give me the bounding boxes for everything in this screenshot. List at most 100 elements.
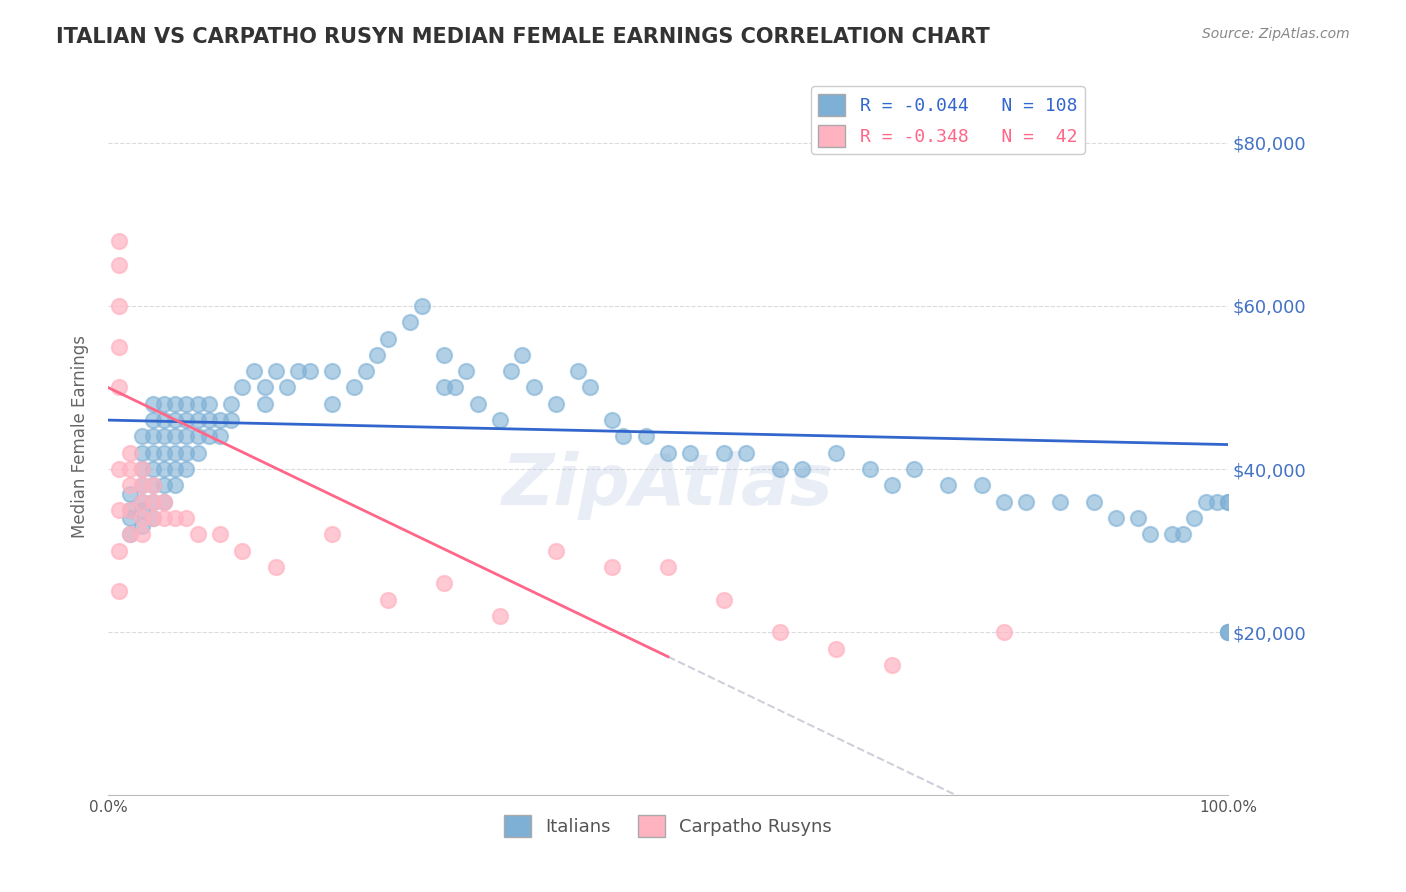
Point	[120, 527, 142, 541]
Point	[142, 494, 165, 508]
Point	[142, 429, 165, 443]
Point	[131, 446, 153, 460]
Point	[176, 429, 198, 443]
Text: ZipAtlas: ZipAtlas	[502, 450, 834, 520]
Point	[544, 397, 567, 411]
Point	[165, 462, 187, 476]
Point	[187, 429, 209, 443]
Point	[131, 429, 153, 443]
Point	[287, 364, 309, 378]
Point	[366, 348, 388, 362]
Point	[903, 462, 925, 476]
Point	[612, 429, 634, 443]
Point	[276, 380, 298, 394]
Point	[198, 413, 221, 427]
Point	[713, 446, 735, 460]
Point	[108, 258, 131, 272]
Point	[600, 560, 623, 574]
Point	[176, 511, 198, 525]
Point	[993, 625, 1015, 640]
Point	[825, 641, 848, 656]
Point	[120, 446, 142, 460]
Y-axis label: Median Female Earnings: Median Female Earnings	[72, 334, 89, 538]
Point	[1161, 527, 1184, 541]
Point	[187, 446, 209, 460]
Point	[264, 560, 287, 574]
Point	[377, 592, 399, 607]
Point	[120, 511, 142, 525]
Point	[142, 511, 165, 525]
Point	[578, 380, 600, 394]
Point	[657, 560, 679, 574]
Text: Source: ZipAtlas.com: Source: ZipAtlas.com	[1202, 27, 1350, 41]
Point	[1049, 494, 1071, 508]
Point	[792, 462, 814, 476]
Point	[713, 592, 735, 607]
Point	[142, 511, 165, 525]
Point	[467, 397, 489, 411]
Text: ITALIAN VS CARPATHO RUSYN MEDIAN FEMALE EARNINGS CORRELATION CHART: ITALIAN VS CARPATHO RUSYN MEDIAN FEMALE …	[56, 27, 990, 46]
Point	[131, 478, 153, 492]
Point	[1216, 494, 1239, 508]
Point	[993, 494, 1015, 508]
Point	[165, 511, 187, 525]
Point	[433, 348, 456, 362]
Point	[153, 446, 176, 460]
Point	[354, 364, 377, 378]
Point	[131, 494, 153, 508]
Point	[1083, 494, 1105, 508]
Point	[321, 527, 343, 541]
Point	[120, 527, 142, 541]
Point	[176, 446, 198, 460]
Point	[501, 364, 523, 378]
Point	[131, 462, 153, 476]
Point	[131, 511, 153, 525]
Point	[120, 486, 142, 500]
Point	[108, 462, 131, 476]
Point	[600, 413, 623, 427]
Point	[165, 429, 187, 443]
Point	[142, 478, 165, 492]
Point	[1105, 511, 1128, 525]
Point	[153, 478, 176, 492]
Point	[433, 576, 456, 591]
Point	[1194, 494, 1216, 508]
Point	[444, 380, 467, 394]
Point	[108, 543, 131, 558]
Point	[1128, 511, 1150, 525]
Point	[343, 380, 366, 394]
Point	[142, 413, 165, 427]
Point	[880, 478, 903, 492]
Point	[165, 413, 187, 427]
Point	[769, 462, 792, 476]
Point	[377, 332, 399, 346]
Point	[142, 462, 165, 476]
Point	[231, 543, 253, 558]
Point	[120, 462, 142, 476]
Point	[970, 478, 993, 492]
Point	[735, 446, 758, 460]
Point	[433, 380, 456, 394]
Point	[153, 494, 176, 508]
Point	[108, 340, 131, 354]
Point	[321, 364, 343, 378]
Point	[489, 608, 512, 623]
Point	[187, 413, 209, 427]
Point	[634, 429, 657, 443]
Point	[298, 364, 321, 378]
Point	[208, 527, 231, 541]
Point	[208, 429, 231, 443]
Point	[108, 503, 131, 517]
Point	[153, 413, 176, 427]
Point	[142, 494, 165, 508]
Point	[153, 429, 176, 443]
Point	[198, 429, 221, 443]
Point	[456, 364, 478, 378]
Point	[219, 397, 242, 411]
Legend: Italians, Carpatho Rusyns: Italians, Carpatho Rusyns	[496, 807, 839, 844]
Point	[198, 397, 221, 411]
Point	[153, 462, 176, 476]
Point	[512, 348, 534, 362]
Point	[321, 397, 343, 411]
Point	[187, 397, 209, 411]
